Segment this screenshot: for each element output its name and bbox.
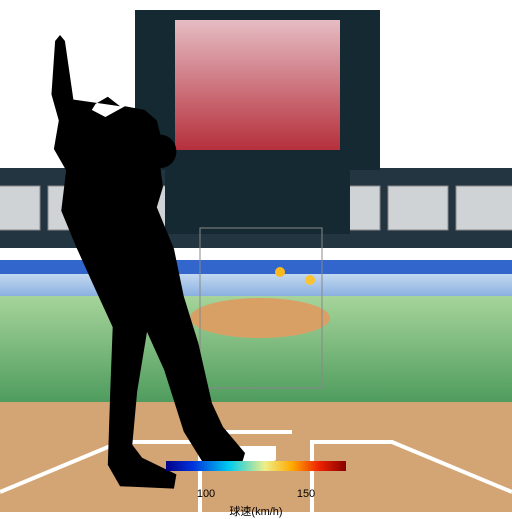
speed-legend: 100 150 球速(km/h) [166,460,346,519]
legend-label: 球速(km/h) [166,503,346,519]
legend-tick: 150 [297,488,315,500]
legend-tick: 100 [197,488,215,500]
pitch-location-chart [0,0,512,512]
